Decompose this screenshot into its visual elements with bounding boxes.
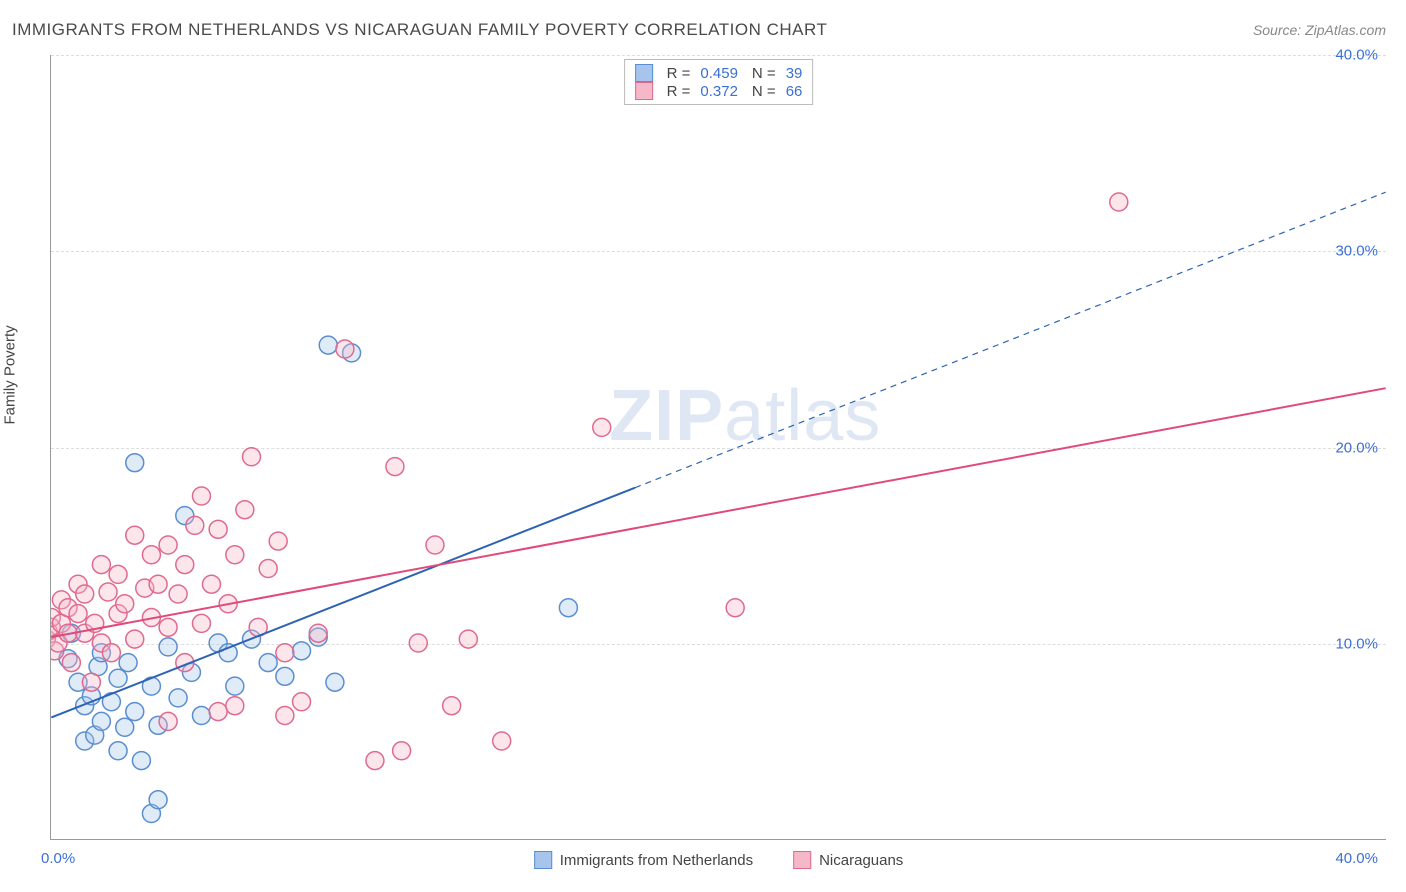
scatter-point-nicaraguans	[443, 697, 461, 715]
scatter-point-netherlands	[92, 712, 110, 730]
scatter-point-netherlands	[109, 669, 127, 687]
x-tick-min: 0.0%	[41, 850, 75, 867]
scatter-point-nicaraguans	[243, 448, 261, 466]
scatter-point-netherlands	[259, 654, 277, 672]
scatter-point-nicaraguans	[409, 634, 427, 652]
scatter-point-nicaraguans	[159, 536, 177, 554]
legend-r-label: R =	[667, 65, 691, 82]
scatter-point-netherlands	[226, 677, 244, 695]
legend-n-label: N =	[752, 83, 776, 100]
swatch-netherlands	[534, 851, 552, 869]
scatter-point-nicaraguans	[76, 585, 94, 603]
scatter-point-netherlands	[159, 638, 177, 656]
scatter-point-netherlands	[126, 703, 144, 721]
legend-r-value-netherlands: 0.459	[700, 65, 738, 82]
legend-item-nicaraguans: Nicaraguans	[793, 851, 903, 869]
scatter-point-netherlands	[169, 689, 187, 707]
legend-series: Immigrants from Netherlands Nicaraguans	[534, 851, 904, 869]
scatter-point-nicaraguans	[99, 583, 117, 601]
scatter-point-nicaraguans	[169, 585, 187, 603]
scatter-point-nicaraguans	[102, 644, 120, 662]
scatter-point-nicaraguans	[366, 752, 384, 770]
y-axis-label: Family Poverty	[2, 325, 19, 424]
scatter-point-nicaraguans	[202, 575, 220, 593]
scatter-point-netherlands	[326, 673, 344, 691]
scatter-point-nicaraguans	[209, 520, 227, 538]
trend-line-dashed-netherlands	[635, 192, 1386, 487]
scatter-point-netherlands	[126, 454, 144, 472]
scatter-point-nicaraguans	[82, 673, 100, 691]
legend-label-netherlands: Immigrants from Netherlands	[560, 852, 753, 869]
scatter-point-nicaraguans	[62, 654, 80, 672]
scatter-point-nicaraguans	[192, 487, 210, 505]
scatter-point-nicaraguans	[269, 532, 287, 550]
scatter-svg	[51, 55, 1386, 839]
legend-row-nicaraguans: R = 0.372 N = 66	[635, 82, 803, 100]
scatter-point-netherlands	[319, 336, 337, 354]
scatter-point-netherlands	[276, 667, 294, 685]
scatter-point-nicaraguans	[393, 742, 411, 760]
scatter-point-nicaraguans	[276, 707, 294, 725]
scatter-point-nicaraguans	[69, 605, 87, 623]
scatter-point-netherlands	[149, 791, 167, 809]
scatter-point-netherlands	[192, 707, 210, 725]
scatter-point-nicaraguans	[126, 630, 144, 648]
scatter-point-nicaraguans	[593, 418, 611, 436]
scatter-point-nicaraguans	[149, 575, 167, 593]
legend-n-label: N =	[752, 65, 776, 82]
x-tick-max: 40.0%	[1335, 850, 1378, 867]
scatter-point-nicaraguans	[226, 697, 244, 715]
scatter-point-netherlands	[219, 644, 237, 662]
scatter-point-nicaraguans	[336, 340, 354, 358]
plot-area: ZIPatlas R = 0.459 N = 39 R = 0.372 N = …	[50, 55, 1386, 840]
scatter-point-netherlands	[116, 718, 134, 736]
scatter-point-nicaraguans	[142, 546, 160, 564]
legend-n-value-netherlands: 39	[786, 65, 803, 82]
scatter-point-nicaraguans	[126, 526, 144, 544]
scatter-point-netherlands	[559, 599, 577, 617]
legend-r-label: R =	[667, 83, 691, 100]
scatter-point-nicaraguans	[186, 516, 204, 534]
scatter-point-nicaraguans	[109, 565, 127, 583]
legend-correlation: R = 0.459 N = 39 R = 0.372 N = 66	[624, 59, 814, 105]
scatter-point-nicaraguans	[159, 712, 177, 730]
scatter-point-nicaraguans	[426, 536, 444, 554]
scatter-point-netherlands	[132, 752, 150, 770]
scatter-point-nicaraguans	[726, 599, 744, 617]
scatter-point-nicaraguans	[92, 556, 110, 574]
scatter-point-nicaraguans	[459, 630, 477, 648]
scatter-point-nicaraguans	[309, 624, 327, 642]
source-attribution: Source: ZipAtlas.com	[1253, 22, 1386, 38]
legend-row-netherlands: R = 0.459 N = 39	[635, 64, 803, 82]
scatter-point-nicaraguans	[226, 546, 244, 564]
scatter-point-nicaraguans	[493, 732, 511, 750]
scatter-point-netherlands	[293, 642, 311, 660]
scatter-point-nicaraguans	[386, 458, 404, 476]
scatter-point-nicaraguans	[192, 614, 210, 632]
scatter-point-nicaraguans	[293, 693, 311, 711]
chart-title: IMMIGRANTS FROM NETHERLANDS VS NICARAGUA…	[12, 20, 827, 40]
scatter-point-nicaraguans	[159, 618, 177, 636]
scatter-point-nicaraguans	[209, 703, 227, 721]
scatter-point-nicaraguans	[116, 595, 134, 613]
legend-item-netherlands: Immigrants from Netherlands	[534, 851, 753, 869]
legend-label-nicaraguans: Nicaraguans	[819, 852, 903, 869]
scatter-point-nicaraguans	[1110, 193, 1128, 211]
scatter-point-netherlands	[109, 742, 127, 760]
legend-r-value-nicaraguans: 0.372	[700, 83, 738, 100]
swatch-nicaraguans	[793, 851, 811, 869]
scatter-point-nicaraguans	[236, 501, 254, 519]
swatch-netherlands	[635, 64, 653, 82]
swatch-nicaraguans	[635, 82, 653, 100]
scatter-point-nicaraguans	[259, 560, 277, 578]
scatter-point-netherlands	[119, 654, 137, 672]
scatter-point-nicaraguans	[176, 556, 194, 574]
legend-n-value-nicaraguans: 66	[786, 83, 803, 100]
scatter-point-nicaraguans	[276, 644, 294, 662]
